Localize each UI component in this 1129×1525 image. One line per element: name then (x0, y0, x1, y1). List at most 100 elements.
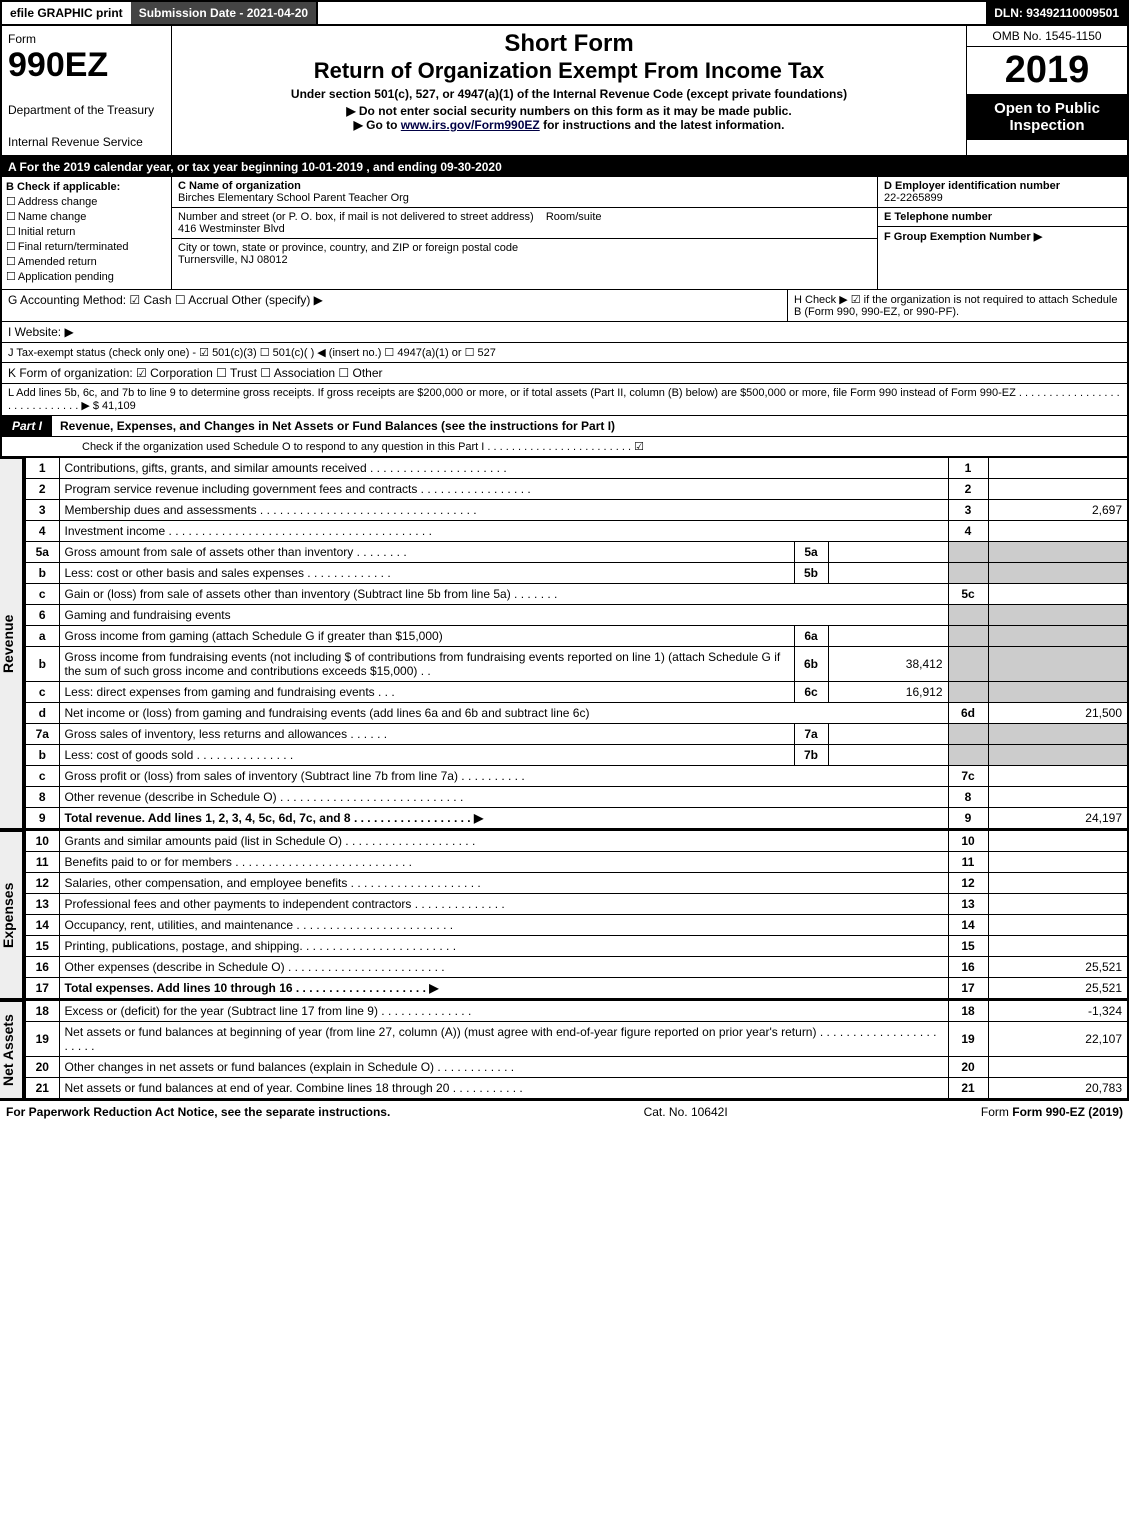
val-8 (988, 787, 1128, 808)
row-11: 11Benefits paid to or for members . . . … (25, 852, 1128, 873)
ln-6b: b (25, 647, 59, 682)
desc-21: Net assets or fund balances at end of ye… (59, 1078, 948, 1100)
box-9: 9 (948, 808, 988, 830)
chk-address-change[interactable]: Address change (6, 195, 167, 208)
subval-5a (828, 542, 948, 563)
desc-3: Membership dues and assessments . . . . … (59, 500, 948, 521)
sub-6a: 6a (794, 626, 828, 647)
ln-9: 9 (25, 808, 59, 830)
val-19: 22,107 (988, 1022, 1128, 1057)
shade-6-v (988, 605, 1128, 626)
row-7c: cGross profit or (loss) from sales of in… (25, 766, 1128, 787)
org-info-block: B Check if applicable: Address change Na… (0, 177, 1129, 290)
shade-6b-v (988, 647, 1128, 682)
sub-7a: 7a (794, 724, 828, 745)
box-20: 20 (948, 1057, 988, 1078)
row-8: 8Other revenue (describe in Schedule O) … (25, 787, 1128, 808)
line-g: G Accounting Method: ☑ Cash ☐ Accrual Ot… (2, 290, 787, 321)
row-19: 19Net assets or fund balances at beginni… (25, 1022, 1128, 1057)
c-name-label: C Name of organization (178, 180, 301, 192)
box-19: 19 (948, 1022, 988, 1057)
netassets-side-label: Net Assets (0, 1000, 24, 1100)
desc-14: Occupancy, rent, utilities, and maintena… (59, 915, 948, 936)
row-6: 6Gaming and fundraising events (25, 605, 1128, 626)
ln-7c: c (25, 766, 59, 787)
ein-value: 22-2265899 (884, 192, 943, 204)
line-i: I Website: ▶ (0, 322, 1129, 343)
sub-5a: 5a (794, 542, 828, 563)
desc-6: Gaming and fundraising events (59, 605, 948, 626)
chk-final-return[interactable]: Final return/terminated (6, 240, 167, 253)
main-title: Return of Organization Exempt From Incom… (178, 58, 960, 84)
desc-5a: Gross amount from sale of assets other t… (59, 542, 794, 563)
row-18: 18Excess or (deficit) for the year (Subt… (25, 1001, 1128, 1022)
e-label: E Telephone number (884, 211, 992, 223)
ln-11: 11 (25, 852, 59, 873)
desc-17-txt: Total expenses. Add lines 10 through 16 … (65, 981, 439, 995)
f-label: F Group Exemption Number ▶ (884, 231, 1042, 243)
sub-6b: 6b (794, 647, 828, 682)
page-footer: For Paperwork Reduction Act Notice, see … (0, 1100, 1129, 1123)
chk-amended-return[interactable]: Amended return (6, 255, 167, 268)
desc-13: Professional fees and other payments to … (59, 894, 948, 915)
goto-line: ▶ Go to www.irs.gov/Form990EZ for instru… (178, 118, 960, 132)
row-16: 16Other expenses (describe in Schedule O… (25, 957, 1128, 978)
dept-1: Department of the Treasury (8, 103, 165, 117)
part-1-check: Check if the organization used Schedule … (0, 437, 1129, 457)
subval-7b (828, 745, 948, 766)
val-3: 2,697 (988, 500, 1128, 521)
part-1-label: Part I (2, 416, 52, 436)
row-20: 20Other changes in net assets or fund ba… (25, 1057, 1128, 1078)
box-15: 15 (948, 936, 988, 957)
ln-2: 2 (25, 479, 59, 500)
room-label: Room/suite (546, 211, 602, 223)
row-5b: bLess: cost or other basis and sales exp… (25, 563, 1128, 584)
shade-7b-v (988, 745, 1128, 766)
val-21: 20,783 (988, 1078, 1128, 1100)
row-10: 10Grants and similar amounts paid (list … (25, 831, 1128, 852)
box-7c: 7c (948, 766, 988, 787)
ln-14: 14 (25, 915, 59, 936)
d-label: D Employer identification number (884, 180, 1060, 192)
desc-9-txt: Total revenue. Add lines 1, 2, 3, 4, 5c,… (65, 811, 484, 825)
ln-7a: 7a (25, 724, 59, 745)
line-h: H Check ▶ ☑ if the organization is not r… (787, 290, 1127, 321)
box-b-header: B Check if applicable: (6, 181, 167, 193)
submission-date-button[interactable]: Submission Date - 2021-04-20 (131, 2, 318, 24)
desc-8: Other revenue (describe in Schedule O) .… (59, 787, 948, 808)
chk-initial-return[interactable]: Initial return (6, 225, 167, 238)
c-city-label: City or town, state or province, country… (178, 242, 518, 254)
row-7a: 7aGross sales of inventory, less returns… (25, 724, 1128, 745)
desc-10: Grants and similar amounts paid (list in… (59, 831, 948, 852)
box-11: 11 (948, 852, 988, 873)
val-18: -1,324 (988, 1001, 1128, 1022)
ln-15: 15 (25, 936, 59, 957)
tax-year-line: A For the 2019 calendar year, or tax yea… (0, 157, 1129, 177)
ln-1: 1 (25, 458, 59, 479)
box-def: D Employer identification number 22-2265… (877, 177, 1127, 289)
efile-label: efile GRAPHIC print (2, 2, 131, 24)
chk-application-pending[interactable]: Application pending (6, 270, 167, 283)
box-c: C Name of organization Birches Elementar… (172, 177, 877, 289)
subval-6a (828, 626, 948, 647)
top-bar: efile GRAPHIC print Submission Date - 20… (0, 0, 1129, 26)
revenue-table: 1Contributions, gifts, grants, and simil… (24, 457, 1129, 830)
row-14: 14Occupancy, rent, utilities, and mainte… (25, 915, 1128, 936)
ln-8: 8 (25, 787, 59, 808)
shade-7a (948, 724, 988, 745)
chk-name-change[interactable]: Name change (6, 210, 167, 223)
box-1: 1 (948, 458, 988, 479)
net-assets-section: Net Assets 18Excess or (deficit) for the… (0, 1000, 1129, 1100)
ln-7b: b (25, 745, 59, 766)
shade-5b-v (988, 563, 1128, 584)
form-word: Form (8, 32, 165, 46)
shade-6c (948, 682, 988, 703)
val-15 (988, 936, 1128, 957)
irs-link[interactable]: www.irs.gov/Form990EZ (401, 118, 540, 132)
row-6a: aGross income from gaming (attach Schedu… (25, 626, 1128, 647)
ln-13: 13 (25, 894, 59, 915)
form-id-block: Form 990EZ Department of the Treasury In… (2, 26, 172, 155)
row-6c: cLess: direct expenses from gaming and f… (25, 682, 1128, 703)
form-number: 990EZ (8, 46, 165, 85)
subtitle: Under section 501(c), 527, or 4947(a)(1)… (178, 87, 960, 101)
